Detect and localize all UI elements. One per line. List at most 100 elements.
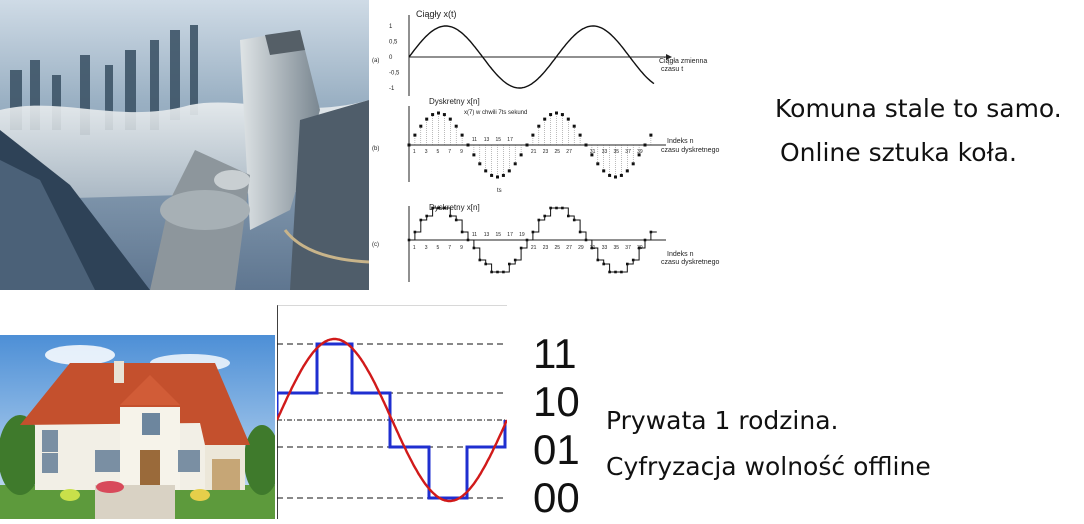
panel-c-x-tick: 17: [507, 232, 513, 238]
panel-b-sample-point: [566, 117, 570, 121]
panel-b-axis-label-2: czasu dyskretnego: [661, 147, 719, 154]
panel-a-sine-curve: [408, 25, 655, 89]
level-label-11: 11: [533, 330, 577, 377]
panel-b-x-tick: 33: [602, 149, 608, 155]
panel-c-axis-label-2: czasu dyskretnego: [661, 259, 719, 266]
panel-b-sample-point: [413, 133, 417, 137]
panel-b-x-tick: 9: [460, 149, 463, 155]
panel-b-sample-point: [572, 124, 576, 128]
bottom-right-caption-line2: Cyfryzacja wolność offline: [606, 452, 931, 481]
panel-c-x-tick: 23: [543, 245, 549, 251]
panel-b-x-tick: 25: [555, 149, 561, 155]
panel-c-x-tick: 37: [625, 245, 631, 251]
panel-c-axis-label: Indeks n: [667, 251, 694, 258]
house-photo: [0, 335, 275, 519]
city-skyline-photo: [0, 0, 369, 290]
panel-b-x-tick: 5: [437, 149, 440, 155]
panel-b-x-tick: 27: [566, 149, 572, 155]
panel-a-y-tick: -0,5: [389, 71, 400, 77]
panel-b-sample-point: [525, 143, 529, 147]
panel-b-sample-point: [602, 169, 606, 173]
panel-c-x-tick: 1: [413, 245, 416, 251]
panel-b-sample-point: [442, 113, 446, 117]
panel-b-x-tick: 3: [425, 149, 428, 155]
top-right-caption-line2: Online sztuka koła.: [780, 138, 1017, 167]
panel-b-sample-point: [631, 162, 635, 166]
panel-b-sample-point: [501, 173, 505, 177]
panel-b-sample-point: [448, 117, 452, 121]
panel-b-title: Dyskretny x[n]: [429, 97, 480, 106]
panel-c-x-tick: 27: [566, 245, 572, 251]
panel-b-sample-point: [555, 111, 558, 115]
panel-b-sample-point: [484, 169, 488, 173]
panel-b-sample-point: [407, 143, 411, 147]
signal-sampling-figure: Ciągły x(t) (a) 1 0,5 0 -0,5 -1 Ciągła zmienna c…: [369, 0, 739, 290]
panel-b-sample-point: [513, 162, 517, 166]
bottom-right-caption-line1: Prywata 1 rodzina.: [606, 406, 839, 435]
panel-b-note: x(7) w chwili 7ts sekund: [464, 110, 527, 116]
panel-b-sample-point: [590, 153, 594, 157]
panel-b-x-tick: 39: [637, 149, 643, 155]
panel-b-sample-point: [507, 169, 511, 173]
panel-a-y-tick: 0,5: [389, 40, 398, 46]
panel-b-x-tick: 7: [448, 149, 451, 155]
panel-b-sample-point: [466, 143, 470, 147]
panel-b-sample-point: [472, 153, 476, 157]
panel-a-axis-label: Ciągła zmienna: [659, 58, 707, 65]
panel-c-tag: (c): [372, 242, 379, 248]
panel-a-tag: (a): [372, 58, 379, 64]
panel-b-x-tick: 31: [590, 149, 596, 155]
panel-b-sample-point: [549, 113, 553, 117]
panel-c-x-tick: 35: [614, 245, 620, 251]
panel-b-ts-label: ts: [497, 188, 502, 194]
panel-b-sample-point: [431, 113, 435, 117]
panel-b-x-tick: 1: [413, 149, 416, 155]
panel-b-sample-point: [619, 173, 623, 177]
panel-b-sample-point: [578, 133, 582, 137]
panel-b-sample-point: [608, 173, 612, 177]
panel-c-title: Dyskretny x[n]: [429, 203, 480, 212]
panel-b-sample-point: [419, 124, 423, 128]
panel-c-x-tick: 21: [531, 245, 537, 251]
panel-b-sample-point: [637, 153, 641, 157]
panel-b-sample-point: [519, 153, 523, 157]
panel-c-x-tick: 31: [590, 245, 596, 251]
panel-b-sample-point: [649, 133, 653, 137]
panel-b-sample-point: [531, 133, 535, 137]
panel-b-sample-point: [478, 162, 482, 166]
level-label-01: 01: [533, 426, 580, 473]
panel-b-x-tick: 15: [496, 137, 502, 143]
panel-b-sample-point: [614, 175, 617, 179]
panel-b-sample-point: [496, 175, 499, 179]
panel-b-sample-point: [625, 169, 629, 173]
panel-b-sample-point: [584, 143, 588, 147]
panel-a-arrow: [666, 54, 672, 60]
panel-b-tag: (b): [372, 146, 379, 152]
panel-c-x-tick: 5: [437, 245, 440, 251]
panel-a-title: Ciągły x(t): [416, 9, 457, 19]
panel-b-x-tick: 35: [614, 149, 620, 155]
panel-c-x-tick: 29: [578, 245, 584, 251]
panel-a-y-tick: 1: [389, 24, 393, 30]
panel-c-x-tick: 13: [484, 232, 490, 238]
panel-c-staircase: [409, 207, 657, 273]
panel-b-sample-point: [596, 162, 600, 166]
panel-a-y-tick: -1: [389, 86, 395, 92]
panel-b-sample-point: [543, 117, 547, 121]
panel-c-x-tick: 7: [448, 245, 451, 251]
panel-b-sample-point: [425, 117, 429, 121]
panel-c-x-tick: 33: [602, 245, 608, 251]
panel-c-x-tick: 9: [460, 245, 463, 251]
panel-b-x-tick: 21: [531, 149, 537, 155]
panel-b-sample-point: [437, 111, 440, 115]
panel-c-x-tick: 3: [425, 245, 428, 251]
panel-b-x-tick: 11: [472, 137, 477, 143]
panel-b-sample-point: [643, 143, 647, 147]
panel-b-x-tick: 23: [543, 149, 549, 155]
panel-b-sample-point: [560, 113, 564, 117]
panel-b-x-tick: 17: [507, 137, 513, 143]
panel-b-sample-point: [454, 124, 458, 128]
top-right-caption-line1: Komuna stale to samo.: [775, 94, 1062, 123]
panel-b-x-tick: 37: [625, 149, 631, 155]
panel-b-x-tick: 13: [484, 137, 490, 143]
